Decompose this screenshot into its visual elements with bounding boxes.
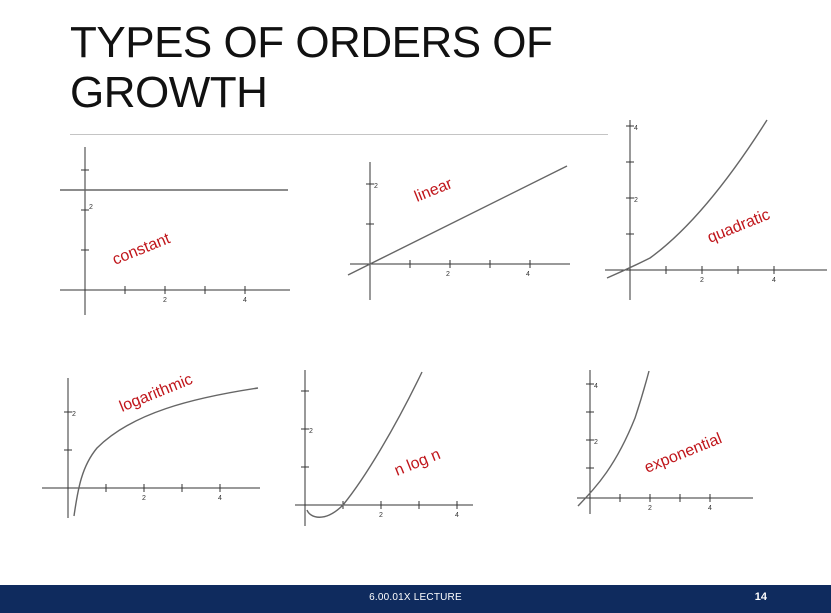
logarithmic-curve <box>73 387 259 517</box>
quadratic-label: quadratic <box>705 206 772 246</box>
x-tick-label: 2 <box>142 495 146 502</box>
quadratic-curve <box>606 119 768 279</box>
linear-plot: 2 4 2 linear <box>347 162 570 300</box>
y-tick-label: 2 <box>72 411 76 418</box>
nlogn-curve <box>306 371 423 518</box>
x-tick-label: 2 <box>700 277 704 284</box>
nlogn-plot: 2 4 2 n log n <box>295 370 473 526</box>
y-tick-label: 2 <box>309 428 313 435</box>
footer-bar: 6.00.01X LECTURE 14 <box>0 585 831 613</box>
y-tick-label: 2 <box>374 183 378 190</box>
constant-plot: 2 4 2 constant <box>60 147 290 315</box>
x-tick-label: 4 <box>526 271 530 278</box>
y-tick-label: 2 <box>594 439 598 446</box>
exponential-label: exponential <box>642 430 724 476</box>
x-tick-label: 2 <box>163 297 167 304</box>
title-divider <box>70 134 608 135</box>
ticks <box>81 169 246 294</box>
ticks <box>64 411 221 492</box>
linear-curve <box>347 165 568 276</box>
x-tick-label: 4 <box>243 297 247 304</box>
ticks <box>366 183 531 268</box>
linear-label: linear <box>412 175 455 206</box>
footer-text: 6.00.01X LECTURE <box>369 592 462 603</box>
x-tick-label: 4 <box>218 495 222 502</box>
x-tick-label: 2 <box>648 505 652 512</box>
exponential-curve <box>577 370 650 507</box>
x-tick-label: 2 <box>379 512 383 519</box>
x-tick-label: 4 <box>772 277 776 284</box>
y-tick-label: 2 <box>89 204 93 211</box>
y-tick-label: 2 <box>634 197 638 204</box>
exponential-plot: 2 4 2 4 exponential <box>577 370 753 514</box>
x-tick-label: 2 <box>446 271 450 278</box>
x-tick-label: 4 <box>455 512 459 519</box>
y-tick-label: 4 <box>594 383 598 390</box>
page-number: 14 <box>754 591 767 603</box>
y-tick-label: 4 <box>634 125 638 132</box>
logarithmic-plot: 2 4 2 logarithmic <box>42 371 260 518</box>
slide-title: TYPES OF ORDERS OF GROWTH <box>70 18 553 117</box>
ticks <box>586 383 711 502</box>
nlogn-label: n log n <box>392 446 443 480</box>
ticks <box>301 390 458 509</box>
logarithmic-label: logarithmic <box>117 371 195 416</box>
constant-label: constant <box>110 230 173 269</box>
ticks <box>626 125 775 274</box>
x-tick-label: 4 <box>708 505 712 512</box>
quadratic-plot: 2 4 2 4 quadratic <box>605 119 827 300</box>
